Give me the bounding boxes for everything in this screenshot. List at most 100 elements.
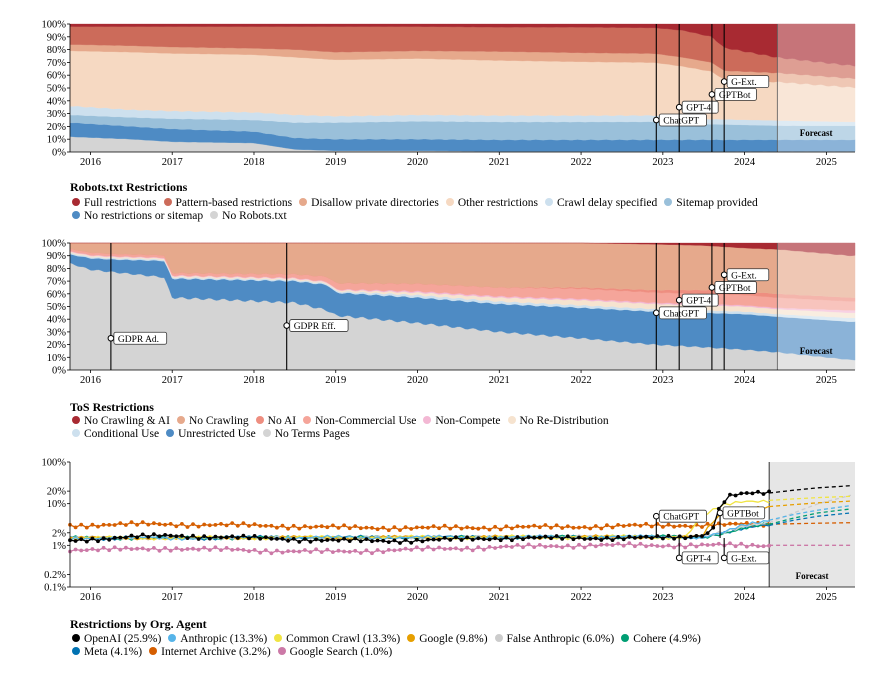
agents-point-openai	[448, 538, 453, 542]
agents-point-internet-archive	[146, 522, 151, 527]
agents-point-google-search	[168, 548, 173, 553]
agents-point-google-search	[694, 544, 699, 549]
robots-y-tick-label: 10%	[47, 135, 67, 146]
agents-point-openai	[79, 537, 84, 542]
agents-point-google-search	[163, 546, 168, 550]
agents-point-openai	[224, 535, 229, 540]
robots-legend: Full restrictions Pattern-based restricti…	[72, 197, 765, 223]
agents-point-internet-archive	[252, 522, 257, 527]
robots-y-tick-label: 80%	[47, 45, 67, 56]
agents-point-google-search	[470, 548, 475, 553]
tos-event-label: GPTBot	[719, 284, 751, 294]
agents-point-openai	[129, 533, 134, 538]
agents-event-box	[681, 551, 719, 565]
agents-point-openai	[252, 534, 257, 538]
agents-point-internet-archive	[627, 523, 632, 527]
agents-point-openai	[649, 536, 654, 540]
agents-point-google-search	[688, 542, 693, 547]
legend-swatch	[255, 416, 264, 424]
agents-point-google-search	[683, 545, 688, 550]
agents-point-google-search	[599, 542, 604, 547]
agents-event-marker	[716, 509, 724, 517]
agents-point-internet-archive	[537, 525, 542, 530]
agents-point-openai	[554, 534, 559, 538]
agents-point-internet-archive	[744, 521, 749, 525]
agents-point-internet-archive	[297, 526, 302, 531]
tos-event-marker	[720, 271, 728, 279]
agents-point-openai	[286, 538, 290, 543]
agents-point-openai	[347, 539, 352, 543]
agents-point-google-search	[235, 547, 240, 552]
agents-point-google-search	[616, 541, 620, 546]
agents-point-internet-archive	[633, 522, 637, 527]
agents-point-internet-archive	[459, 526, 464, 531]
agents-forecast-shade	[769, 462, 855, 587]
agents-point-google-search	[482, 547, 486, 552]
agents-point-google-search	[90, 547, 95, 551]
legend-label: No AI	[267, 415, 297, 427]
agents-point-openai	[135, 535, 140, 540]
agents-point-internet-archive	[582, 525, 587, 529]
legend-label: No restrictions or sitemap	[84, 210, 204, 222]
agents-point-google-search	[213, 545, 218, 550]
legend-label: Unrestricted Use	[178, 428, 256, 440]
agents-point-internet-archive	[510, 526, 514, 531]
agents-point-google-search	[493, 546, 497, 550]
robots-event-marker	[652, 116, 660, 124]
robots-x-tick-label: 2025	[816, 157, 837, 168]
agents-point-google-search	[398, 548, 402, 552]
agents-point-google-search	[565, 543, 570, 548]
agents-point-openai	[498, 538, 503, 543]
agents-point-openai	[235, 536, 240, 540]
tos-legend: No Crawling & AI No Crawling No AI Non-Comm…	[72, 415, 616, 441]
agents-x-tick-label: 2024	[734, 592, 756, 603]
agents-point-openai	[677, 534, 682, 539]
tos-event-marker	[107, 334, 115, 342]
agents-y-tick-label: 1%	[52, 541, 66, 552]
tos-event-marker	[652, 309, 660, 317]
agents-point-google-search	[336, 548, 341, 553]
tos-x-tick-label: 2025	[816, 375, 837, 386]
agents-point-internet-archive	[672, 524, 676, 529]
agents-point-openai	[493, 536, 497, 541]
agents-point-google-search	[364, 548, 369, 553]
agents-point-google-search	[571, 546, 576, 550]
agents-point-openai	[342, 536, 346, 541]
legend-item: No Terms Pages	[262, 428, 350, 441]
agents-point-internet-archive	[163, 522, 168, 527]
agents-point-google-search	[124, 545, 128, 550]
legend-swatch	[166, 429, 175, 437]
agents-point-openai	[465, 535, 469, 540]
legend-item: No Robots.txt	[210, 210, 287, 223]
agents-point-openai	[504, 535, 509, 540]
agents-point-openai	[202, 534, 207, 538]
agents-point-google-search	[426, 545, 430, 549]
legend-label: Non-Commercial Use	[315, 415, 417, 427]
agents-point-internet-archive	[241, 521, 246, 526]
legend-label: Google Search (1.0%)	[289, 646, 393, 658]
legend-item: No Crawling	[176, 415, 249, 428]
agents-event-label: ChatGPT	[663, 513, 699, 523]
tos-event-label: G-Ext.	[731, 271, 757, 281]
agents-point-google-search	[593, 544, 598, 549]
agents-x-tick-label: 2019	[325, 592, 346, 603]
agents-point-openai	[515, 535, 520, 539]
legend-item: Crawl delay specified	[545, 197, 657, 210]
agents-point-internet-archive	[705, 521, 710, 526]
robots-event-marker	[708, 91, 716, 98]
agents-point-openai	[454, 535, 458, 540]
agents-x-tick-label: 2021	[489, 592, 510, 603]
agents-point-internet-archive	[487, 527, 492, 532]
robots-event-marker	[675, 103, 683, 111]
agents-point-google-search	[157, 548, 162, 553]
agents-point-internet-archive	[263, 524, 268, 528]
legend-item: Google (9.8%)	[407, 633, 488, 646]
robots-x-tick-label: 2024	[734, 157, 756, 168]
agents-event-marker	[720, 554, 728, 562]
agents-point-google-search	[633, 544, 637, 549]
agents-point-internet-archive	[79, 522, 84, 527]
agents-point-internet-archive	[331, 523, 335, 528]
agents-point-google-search	[79, 548, 84, 553]
agents-point-google-search	[185, 547, 190, 551]
tos-x-tick-label: 2022	[571, 375, 592, 386]
